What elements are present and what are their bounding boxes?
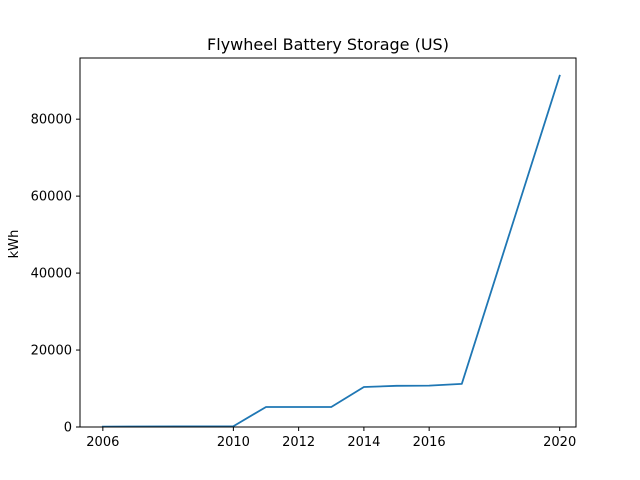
x-tick-label: 2006: [86, 435, 119, 450]
series-line: [101, 74, 561, 428]
x-tick-label: 2014: [347, 435, 380, 450]
chart-title: Flywheel Battery Storage (US): [207, 35, 449, 54]
x-tick-label: 2016: [413, 435, 446, 450]
y-tick-label: 80000: [31, 113, 72, 128]
y-tick-label: 40000: [31, 267, 72, 282]
y-axis-label: kWh: [7, 230, 22, 259]
y-tick-label: 20000: [31, 344, 72, 359]
plot-frame: [79, 57, 577, 428]
y-tick-label: 60000: [31, 190, 72, 205]
y-axis-ticks: 0 20000 40000 60000 80000: [31, 113, 80, 436]
plot-area: [101, 74, 561, 428]
x-tick-label: 2020: [543, 435, 576, 450]
x-axis-ticks: 2006 2010 2012 2014 2016 2020: [86, 427, 576, 450]
x-tick-label: 2010: [217, 435, 250, 450]
y-tick-label: 0: [64, 421, 72, 436]
x-tick-label: 2012: [282, 435, 315, 450]
